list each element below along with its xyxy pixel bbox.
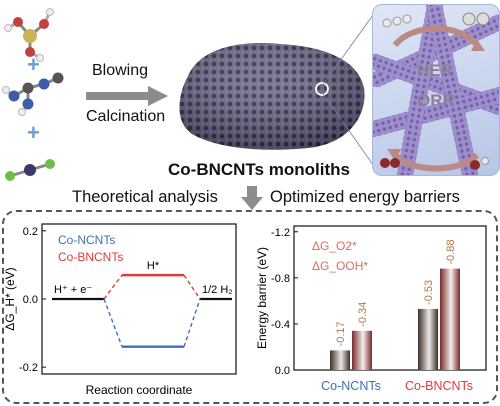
boric-acid-molecule [4,8,54,62]
y-axis-label: ΔG_H* (eV) [3,267,17,330]
state-label-initial: H⁺ + e⁻ [54,284,92,296]
co-bncnts-connector-out [183,274,201,300]
optimized-barriers-label: Optimized energy barriers [270,188,460,206]
synthesis-panel: + + Blowing C [0,0,500,181]
legend-co-bncnts: Co-BNCNTs [58,250,123,264]
x-category-label: Co-BNCNTs [405,379,473,393]
process-step-calcination: Calcination [86,108,166,125]
bar-co-bncnts-0 [418,308,438,370]
bar-co-bncnts-1 [440,268,460,370]
y-tick-label: -0.2 [19,362,38,374]
cobalt-chloride-molecule [5,159,55,181]
bar-co-ncnts-1 [352,330,372,370]
zoom-lines [321,7,379,173]
bar-co-ncnts-0 [330,350,350,370]
plus-sign-1: + [27,52,40,77]
precursor-molecules: + + [2,8,64,181]
bar-value-label: -0.53 [423,280,435,305]
zoom-inset: HER ORR [372,4,500,176]
plus-sign-2: + [27,120,40,145]
plot-frame [293,225,487,371]
y-tick-label: 0.0 [275,365,290,377]
legend-dg-o2: ΔG_O2* [312,239,357,253]
process-step-blowing: Blowing [92,62,149,79]
legend-dg-ooh: ΔG_OOH* [312,259,368,273]
process-arrow [86,86,168,106]
bar-value-label: -0.88 [445,240,457,265]
bar-value-label: -0.17 [335,321,347,346]
y-tick-label: 0.2 [23,226,38,238]
co-bncnts-connector-in [103,274,123,300]
co-ncnts-connector-out [183,298,201,347]
dicyandiamide-molecule [2,72,64,116]
monolith-image [179,43,365,150]
y-tick-label: 0.0 [23,294,38,306]
her-label: HER [417,61,453,80]
y-tick-label: -0.4 [271,319,290,331]
down-arrow [241,186,263,210]
y-tick-label: -0.8 [271,273,290,285]
state-label-final: 1/2 H₂ [202,284,233,296]
x-axis-label: Reaction coordinate [86,383,193,397]
product-label: Co-BNCNTs monoliths [168,160,350,179]
state-label-hstar: H* [147,260,160,272]
co-ncnts-connector-in [103,298,123,347]
y-axis-label: Energy barrier (eV) [255,247,269,349]
x-category-label: Co-NCNTs [321,379,381,393]
free-energy-diagram: 0.2 0.0 -0.2 ΔG_H* (eV) Reaction coordinate H… [3,223,237,397]
orr-label: ORR [417,91,455,110]
bar-value-label: -0.34 [357,302,369,327]
results-frame [2,210,498,404]
legend-co-ncnts: Co-NCNTs [58,233,115,247]
theoretical-analysis-label: Theoretical analysis [72,188,218,206]
y-tick-label: -1.2 [271,227,290,239]
nanotube-illustration [373,5,499,175]
